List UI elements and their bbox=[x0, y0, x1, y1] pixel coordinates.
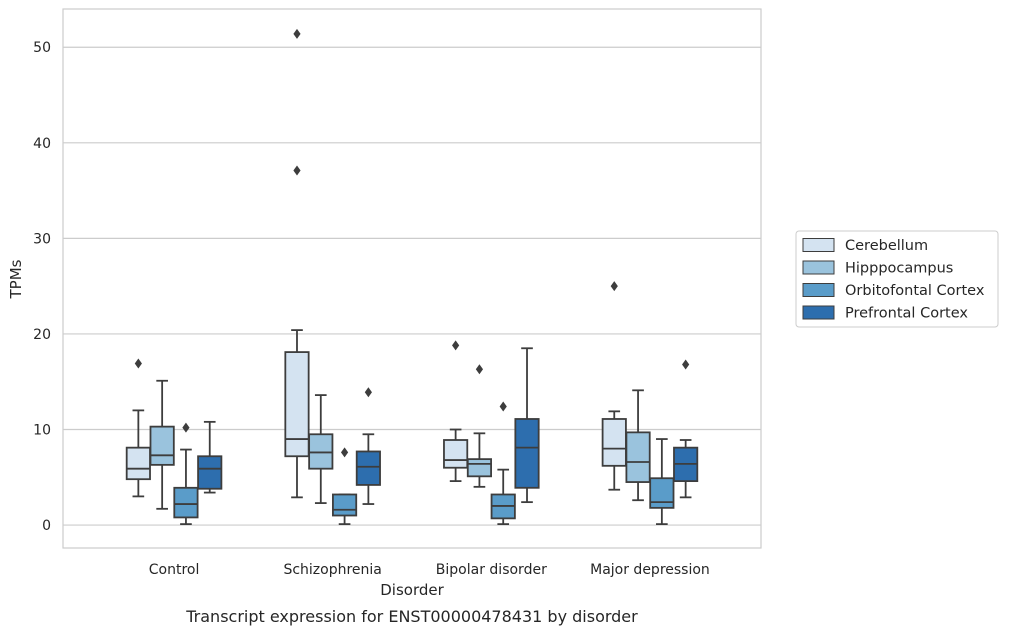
box-body bbox=[443, 439, 469, 469]
box-body bbox=[332, 493, 358, 517]
x-tick-label: Control bbox=[149, 562, 200, 578]
box-body bbox=[125, 446, 151, 481]
outlier-point bbox=[293, 165, 301, 176]
box-body bbox=[649, 477, 675, 509]
box-body bbox=[308, 433, 334, 470]
legend-frame bbox=[795, 230, 999, 328]
legend-label: Cerebellum bbox=[845, 238, 928, 254]
chart-caption: Transcript expression for ENST0000047843… bbox=[185, 607, 638, 626]
box-body bbox=[173, 486, 199, 519]
box-hipppocampus bbox=[466, 364, 492, 488]
legend-label: Orbitofontal Cortex bbox=[845, 283, 985, 299]
outlier-point bbox=[134, 358, 142, 369]
legend-label: Prefrontal Cortex bbox=[845, 306, 968, 322]
box-prefrontal-cortex bbox=[197, 420, 223, 494]
legend-swatch bbox=[802, 260, 835, 275]
outlier-point bbox=[340, 447, 349, 458]
y-tick-label: 0 bbox=[42, 518, 51, 534]
legend-swatch bbox=[802, 283, 835, 297]
box-hipppocampus bbox=[308, 394, 334, 504]
x-axis-title: Disorder bbox=[380, 581, 444, 599]
outlier-point bbox=[610, 281, 618, 292]
x-tick-label: Schizophrenia bbox=[283, 562, 381, 578]
y-tick-label: 10 bbox=[33, 422, 51, 438]
outlier-point bbox=[452, 340, 460, 351]
legend-swatch bbox=[802, 238, 835, 252]
x-tick-label: Bipolar disorder bbox=[436, 562, 547, 578]
box-body bbox=[601, 418, 627, 467]
x-tick-label: Major depression bbox=[590, 562, 710, 578]
outlier-point bbox=[293, 28, 301, 39]
box-orbitofontal-cortex bbox=[173, 422, 199, 526]
outlier-point bbox=[364, 387, 372, 398]
box-layer bbox=[125, 28, 699, 526]
outlier-point bbox=[475, 364, 484, 375]
y-tick-label: 40 bbox=[33, 136, 51, 152]
box-body bbox=[197, 455, 223, 490]
box-prefrontal-cortex bbox=[673, 359, 699, 499]
plot-frame bbox=[62, 8, 762, 549]
y-tick-label: 50 bbox=[33, 40, 51, 56]
box-prefrontal-cortex bbox=[355, 387, 381, 505]
box-prefrontal-cortex bbox=[514, 347, 540, 504]
y-tick-labels: 0 10 20 30 40 50 bbox=[33, 40, 51, 534]
box-orbitofontal-cortex bbox=[490, 401, 516, 526]
box-cerebellum bbox=[284, 28, 310, 499]
box-body bbox=[149, 425, 175, 466]
box-body bbox=[284, 351, 310, 458]
box-body bbox=[466, 458, 492, 478]
outlier-point bbox=[499, 401, 507, 412]
box-orbitofontal-cortex bbox=[332, 447, 358, 526]
gridlines bbox=[63, 46, 761, 526]
box-cerebellum bbox=[125, 358, 151, 498]
y-axis-title: TPMs bbox=[7, 259, 25, 299]
legend-label: Hipppocampus bbox=[845, 261, 953, 277]
box-hipppocampus bbox=[625, 389, 651, 502]
outlier-point bbox=[182, 422, 190, 433]
legend: Cerebellum Hipppocampus Orbitofontal Corte… bbox=[795, 230, 999, 328]
box-body bbox=[625, 431, 651, 483]
box-body bbox=[355, 450, 381, 486]
outlier-point bbox=[682, 359, 690, 370]
box-orbitofontal-cortex bbox=[649, 438, 675, 526]
box-hipppocampus bbox=[149, 379, 175, 510]
box-cerebellum bbox=[443, 340, 469, 483]
box-cerebellum bbox=[601, 281, 627, 491]
x-tick-labels: Control Schizophrenia Bipolar disorder Majo… bbox=[149, 562, 710, 578]
y-tick-label: 30 bbox=[33, 231, 51, 247]
box-body bbox=[514, 418, 540, 489]
legend-swatch bbox=[802, 305, 835, 320]
y-tick-label: 20 bbox=[33, 327, 51, 343]
